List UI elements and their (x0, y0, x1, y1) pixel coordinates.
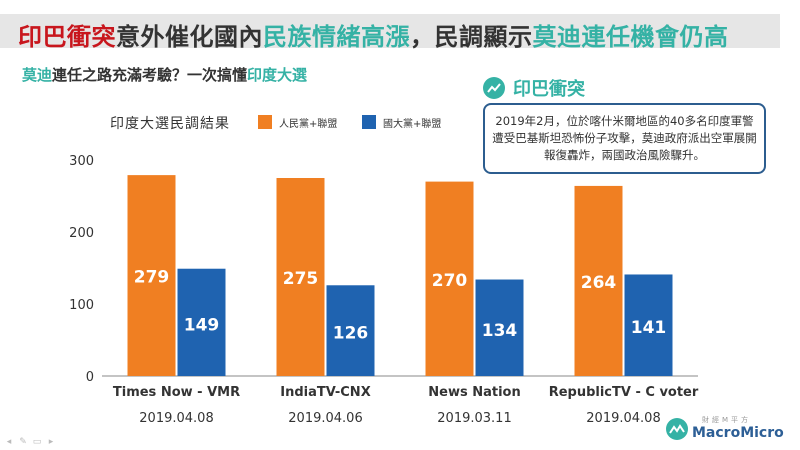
info-box: 2019年2月，位於喀什米爾地區的40多名印度軍警遭受巴基斯坦恐怖份子攻擊，莫迪… (483, 103, 766, 174)
info-heading: 印巴衝突 (483, 75, 585, 101)
chart-circle-icon (483, 77, 505, 99)
bar-value-label: 279 (134, 268, 170, 288)
arrow-icon[interactable]: ◂ (6, 437, 12, 447)
bar-value-label: 264 (581, 273, 617, 293)
legend-label: 國大黨+聯盟 (383, 118, 442, 130)
x-category-label: IndiaTV-CNX (280, 385, 370, 400)
brand-small: 財經M平方 (702, 416, 752, 424)
bar-value-label: 141 (631, 318, 667, 338)
slide-toolbar: ◂ ✎ ▭ ▸ (4, 437, 56, 447)
title-part: ，民調顯示 (410, 23, 533, 51)
page-subtitle: 莫迪連任之路充滿考驗？一次搞懂印度大選 (22, 64, 307, 85)
bar-value-label: 126 (333, 324, 369, 344)
legend-swatch (362, 115, 376, 129)
x-category-label: Times Now - VMR (113, 385, 240, 400)
subtitle-part: 莫迪 (22, 66, 53, 84)
subtitle-part: 印度大選 (247, 66, 308, 84)
y-tick-label: 300 (69, 154, 94, 169)
bar-value-label: 270 (432, 271, 468, 291)
bar-bjp (276, 178, 325, 376)
title-part: 莫迪連任機會仍高 (532, 23, 729, 51)
legend-swatch (258, 115, 272, 129)
bar-inc (177, 268, 226, 376)
title-part: 印巴衝突 (18, 23, 116, 51)
title-part: 意外催化國內 (116, 23, 263, 51)
title-part: 民族情緒高漲 (263, 23, 410, 51)
slide-icon[interactable]: ▭ (32, 437, 42, 447)
page-title: 印巴衝突意外催化國內民族情緒高漲，民調顯示莫迪連任機會仍高 (18, 17, 729, 52)
y-tick-label: 200 (69, 226, 94, 241)
title-bar (0, 14, 780, 48)
y-tick-label: 100 (69, 298, 94, 313)
subtitle-part: 連任之路充滿考驗？一次搞懂 (52, 66, 248, 84)
legend-item-inc: 國大黨+聯盟 (362, 115, 442, 130)
x-category-label: News Nation (428, 385, 520, 400)
bar-inc (326, 285, 375, 376)
legend-item-bjp: 人民黨+聯盟 (258, 115, 338, 130)
bar-bjp (425, 181, 474, 376)
bar-value-label: 275 (283, 269, 319, 289)
more-icon[interactable]: ▸ (48, 437, 54, 447)
x-category-label: RepublicTV - C voter (549, 385, 699, 400)
x-date-label: 2019.04.08 (139, 411, 213, 426)
info-heading-label: 印巴衝突 (513, 79, 585, 100)
bar-value-label: 134 (482, 321, 518, 341)
bar-inc (475, 279, 524, 376)
chart-title: 印度大選民調結果 (110, 116, 230, 132)
brand-logo: 財經M平方 MacroMicro (666, 416, 784, 441)
x-date-label: 2019.04.06 (288, 411, 362, 426)
bar-bjp (127, 175, 176, 376)
bar-bjp (574, 185, 623, 376)
macromicro-logo-icon (666, 417, 688, 440)
x-date-label: 2019.04.08 (586, 411, 660, 426)
y-tick-label: 0 (86, 370, 94, 385)
legend-label: 人民黨+聯盟 (279, 118, 338, 130)
brand-main: MacroMicro (692, 425, 784, 441)
x-date-label: 2019.03.11 (437, 411, 511, 426)
pen-icon[interactable]: ✎ (19, 437, 27, 447)
bar-inc (624, 274, 673, 376)
bar-value-label: 149 (184, 315, 220, 335)
